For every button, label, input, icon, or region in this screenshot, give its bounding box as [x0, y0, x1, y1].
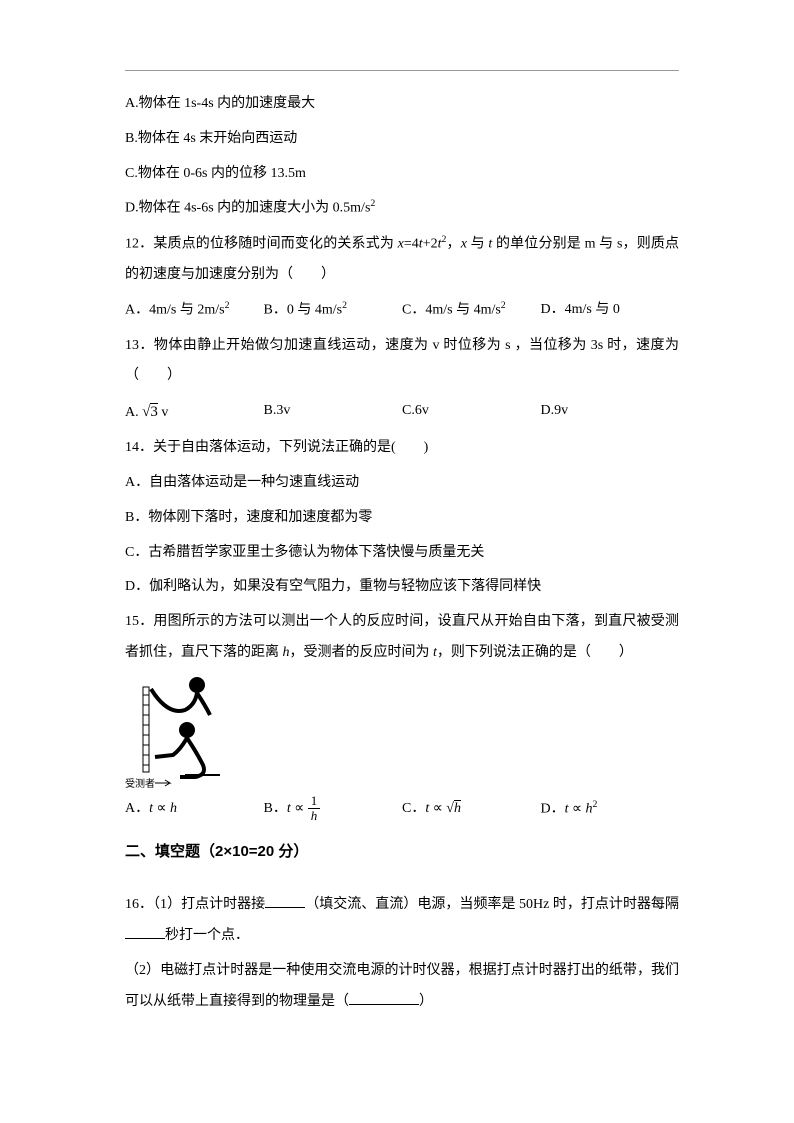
q15-option-d: D．t ∝ h2 [541, 794, 680, 825]
figure-caption: 受测者 [125, 777, 155, 790]
q13-option-d: D.9v [541, 396, 680, 429]
q13-stem: 13．物体由静止开始做匀加速直线运动，速度为 v 时位移为 s ，当位移为 3s… [125, 331, 679, 393]
q16-p1-suf: 秒打一个点． [165, 928, 249, 943]
q15-option-b: B．t ∝ 1h [264, 794, 403, 825]
blank-3 [349, 990, 419, 1005]
q12-options: A．4m/s 与 2m/s2 B．0 与 4m/s2 C．4m/s 与 4m/s… [125, 295, 679, 326]
section-2-title: 二、填空题（2×10=20 分） [125, 835, 679, 868]
q15-stem: 15．用图所示的方法可以测出一个人的反应时间，设直尺从开始自由下落，到直尺被受测… [125, 607, 679, 669]
q12-option-d: D．4m/s 与 0 [541, 295, 680, 326]
q11-option-d: D.物体在 4s-6s 内的加速度大小为 0.5m/s2 [125, 193, 679, 224]
q16-p1-mid: （填交流、直流）电源，当频率是 50Hz 时，打点计时器每隔 [305, 897, 679, 912]
q16-part2: （2）电磁打点计时器是一种使用交流电源的计时仪器，根据打点计时器打出的纸带，我们… [125, 956, 679, 1018]
q14-option-a: A．自由落体运动是一种匀速直线运动 [125, 468, 679, 499]
q12-option-a: A．4m/s 与 2m/s2 [125, 295, 264, 326]
frac-num: 1 [308, 794, 321, 809]
q16-part1: 16．（1）打点计时器接 （填交流、直流）电源，当频率是 50Hz 时，打点计时器… [125, 890, 679, 952]
q16-p1-pre: 16．（1）打点计时器接 [125, 897, 265, 912]
exam-page: A.物体在 1s-4s 内的加速度最大 B.物体在 4s 末开始向西运动 C.物… [0, 0, 794, 1123]
q12-option-c: C．4m/s 与 4m/s2 [402, 295, 541, 326]
blank-2 [125, 924, 165, 939]
q11-option-c: C.物体在 0-6s 内的位移 13.5m [125, 159, 679, 190]
q13-option-c: C.6v [402, 396, 541, 429]
header-rule [125, 70, 679, 71]
q11-option-b: B.物体在 4s 末开始向西运动 [125, 124, 679, 155]
q15-option-a: A．t ∝ h [125, 794, 264, 825]
q14-option-d: D．伽利略认为，如果没有空气阻力，重物与轻物应该下落得同样快 [125, 572, 679, 603]
q14-stem: 14．关于自由落体运动，下列说法正确的是( ) [125, 433, 679, 464]
q13-options: A. √3 v B.3v C.6v D.9v [125, 396, 679, 429]
q15-options: A．t ∝ h B．t ∝ 1h C．t ∝ √h D．t ∝ h2 [125, 794, 679, 825]
q13-option-b: B.3v [264, 396, 403, 429]
blank-1 [265, 893, 305, 908]
q16-p2-suf: ） [419, 994, 433, 1009]
q14-option-c: C．古希腊哲学家亚里士多德认为物体下落快慢与质量无关 [125, 538, 679, 569]
q13-option-a: A. √3 v [125, 396, 264, 429]
reaction-time-figure: 受测者 [125, 675, 245, 790]
q12-option-b: B．0 与 4m/s2 [264, 295, 403, 326]
q15-option-c: C．t ∝ √h [402, 794, 541, 825]
q11-option-a: A.物体在 1s-4s 内的加速度最大 [125, 89, 679, 120]
q12-stem: 12．某质点的位移随时间而变化的关系式为 x=4t+2t2，x 与 t 的单位分… [125, 229, 679, 291]
q14-option-b: B．物体刚下落时，速度和加速度都为零 [125, 503, 679, 534]
frac-den: h [311, 808, 318, 823]
